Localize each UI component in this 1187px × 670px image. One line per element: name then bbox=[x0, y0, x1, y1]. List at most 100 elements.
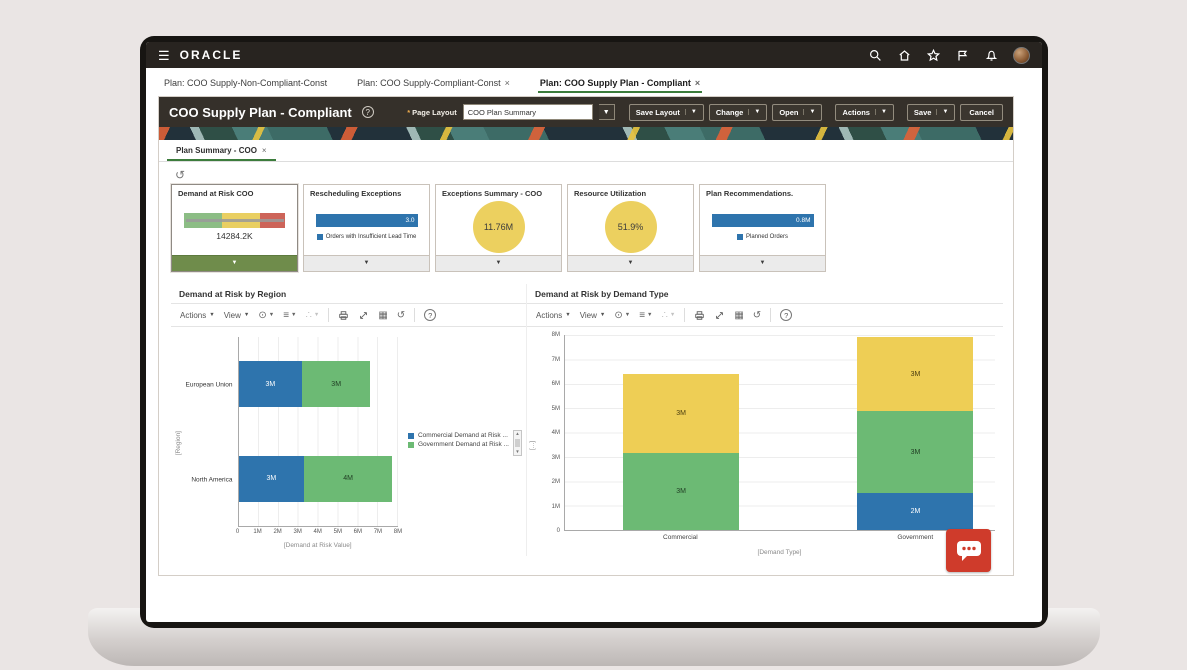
bar-segment[interactable]: 3M bbox=[238, 361, 303, 408]
chevron-down-icon[interactable]: ▼ bbox=[684, 109, 697, 115]
plan-summary-content: ↺ Demand at Risk COO 14284.2K ▼ bbox=[159, 162, 1013, 575]
plan-tabs-bar: Plan: COO Supply-Non-Compliant-Const Pla… bbox=[146, 68, 1042, 93]
favorites-star-icon[interactable] bbox=[926, 48, 940, 62]
tile-bar: 0.8M bbox=[711, 213, 814, 227]
view-menu[interactable]: View ▼ bbox=[579, 310, 606, 320]
bullet-chart bbox=[183, 212, 286, 228]
notifications-bell-icon[interactable] bbox=[984, 48, 998, 62]
bar-segment[interactable]: 3M bbox=[302, 361, 371, 408]
actions-button[interactable]: Actions ▼ bbox=[835, 103, 894, 121]
close-icon[interactable]: × bbox=[694, 78, 701, 88]
category-label: European Union bbox=[185, 381, 233, 388]
chevron-down-icon[interactable]: ▼ bbox=[803, 109, 815, 115]
change-button[interactable]: Change ▼ bbox=[708, 103, 768, 121]
demand-type-chart-panel: Demand at Risk by Demand Type Actions ▼ V… bbox=[527, 284, 1003, 556]
y-tick-label: 0 bbox=[556, 528, 560, 534]
legend-swatch bbox=[316, 233, 323, 240]
y-tick-label: 3M bbox=[551, 454, 560, 461]
legend-item[interactable]: Government Demand at Risk ... bbox=[407, 441, 509, 448]
tab-plan-non-compliant-const[interactable]: Plan: COO Supply-Non-Compliant-Const bbox=[162, 74, 329, 93]
tab-plan-compliant[interactable]: Plan: COO Supply Plan - Compliant × bbox=[537, 74, 703, 93]
user-avatar[interactable] bbox=[1013, 46, 1030, 64]
bar-format-icon[interactable]: ≡ ▼ bbox=[639, 309, 653, 321]
open-button[interactable]: Open ▼ bbox=[772, 103, 823, 121]
divider bbox=[328, 308, 330, 322]
tile-demand-at-risk-coo[interactable]: Demand at Risk COO 14284.2K ▼ bbox=[171, 184, 298, 272]
refresh-icon[interactable]: ↺ bbox=[752, 309, 762, 321]
tile-rescheduling-exceptions[interactable]: Rescheduling Exceptions 3.0 Orders with … bbox=[303, 184, 430, 272]
kpi-circle: 51.9% bbox=[604, 200, 657, 253]
oracle-logo: ORACLE bbox=[179, 48, 243, 62]
tile-expander[interactable]: ▼ bbox=[436, 255, 561, 271]
actions-menu[interactable]: Actions ▼ bbox=[536, 310, 571, 320]
refresh-icon[interactable]: ↺ bbox=[175, 168, 186, 182]
flag-icon[interactable] bbox=[955, 48, 969, 62]
bar-segment[interactable]: 2M bbox=[857, 493, 974, 530]
chart-legend: Commercial Demand at Risk ... Government … bbox=[407, 430, 522, 456]
bar-segment[interactable]: 3M bbox=[623, 374, 740, 454]
help-icon[interactable]: ? bbox=[361, 106, 374, 118]
bar-value: 3.0 bbox=[405, 216, 415, 224]
tab-label: Plan: COO Supply-Compliant-Const bbox=[357, 78, 501, 88]
tile-expander[interactable]: ▼ bbox=[568, 255, 693, 271]
print-icon[interactable] bbox=[338, 310, 349, 321]
tab-label: Plan: COO Supply-Non-Compliant-Const bbox=[164, 78, 328, 88]
chevron-down-icon[interactable]: ▼ bbox=[874, 109, 887, 115]
format-circle-icon[interactable]: ⊙ ▼ bbox=[614, 309, 631, 321]
actions-menu[interactable]: Actions ▼ bbox=[180, 310, 215, 320]
format-circle-icon[interactable]: ⊙ ▼ bbox=[258, 309, 275, 321]
bar-segment[interactable]: 3M bbox=[623, 453, 740, 530]
tile-exceptions-summary-coo[interactable]: Exceptions Summary - COO 11.76M ▼ bbox=[435, 184, 562, 272]
bar-segment[interactable]: 3M bbox=[238, 455, 305, 502]
x-tick-label: 7M bbox=[373, 529, 383, 535]
divider bbox=[827, 104, 830, 121]
x-tick-label: 8M bbox=[393, 529, 403, 535]
category-label: Commercial bbox=[663, 534, 698, 541]
chevron-down-icon[interactable]: ▼ bbox=[748, 109, 760, 115]
table-view-icon[interactable]: ▦ bbox=[734, 309, 744, 321]
bar-segment[interactable]: 3M bbox=[857, 337, 974, 411]
region-chart-plot: 3M 3M 3M 4M bbox=[237, 337, 398, 527]
close-icon[interactable]: × bbox=[261, 146, 267, 155]
page-layout-select[interactable]: COO Plan Summary bbox=[462, 104, 593, 120]
tile-expander[interactable]: ▼ bbox=[700, 255, 825, 271]
tile-expander[interactable]: ▼ bbox=[304, 255, 429, 271]
save-layout-button[interactable]: Save Layout ▼ bbox=[628, 103, 704, 121]
help-icon[interactable]: ? bbox=[424, 309, 437, 321]
page-layout-caret-button[interactable]: ▼ bbox=[598, 104, 615, 120]
chevron-down-icon[interactable]: ▼ bbox=[936, 109, 948, 115]
region-chart: [Region] European Union North America 3M 3… bbox=[171, 327, 526, 549]
cancel-button[interactable]: Cancel bbox=[960, 103, 1003, 121]
y-tick-label: 7M bbox=[551, 356, 560, 363]
refresh-icon[interactable]: ↺ bbox=[396, 309, 406, 321]
close-icon[interactable]: × bbox=[504, 78, 510, 88]
bar-segment[interactable]: 3M bbox=[857, 410, 974, 494]
tile-expander[interactable]: ▼ bbox=[172, 255, 297, 271]
home-icon[interactable] bbox=[897, 48, 911, 62]
global-header: ☰ ORACLE bbox=[146, 42, 1042, 68]
chat-button[interactable] bbox=[946, 529, 991, 572]
stacked-bar: 3M 3M bbox=[623, 335, 740, 530]
scatter-format-icon: ∴ ▼ bbox=[661, 309, 676, 321]
tab-plan-summary-coo[interactable]: Plan Summary - COO × bbox=[167, 141, 276, 161]
tile-plan-recommendations[interactable]: Plan Recommendations. 0.8M Planned Order… bbox=[699, 184, 826, 272]
maximize-icon[interactable] bbox=[358, 310, 369, 321]
table-view-icon[interactable]: ▦ bbox=[378, 309, 388, 321]
subtab-label: Plan Summary - COO bbox=[176, 146, 257, 155]
menu-icon[interactable]: ☰ bbox=[158, 47, 170, 63]
bar-segment[interactable]: 4M bbox=[304, 455, 392, 502]
help-icon[interactable]: ? bbox=[780, 309, 793, 321]
kpi-circle: 11.76M bbox=[472, 200, 525, 253]
tab-plan-compliant-const[interactable]: Plan: COO Supply-Compliant-Const × bbox=[355, 74, 512, 93]
bar-format-icon[interactable]: ≡ ▼ bbox=[283, 309, 297, 321]
search-icon[interactable] bbox=[868, 48, 882, 62]
maximize-icon[interactable] bbox=[714, 310, 725, 321]
divider bbox=[684, 308, 686, 322]
print-icon[interactable] bbox=[694, 310, 705, 321]
legend-scrollbar[interactable]: ▲ ▼ bbox=[513, 430, 522, 456]
y-axis-title: [...] bbox=[529, 440, 536, 451]
save-button[interactable]: Save ▼ bbox=[906, 103, 956, 121]
view-menu[interactable]: View ▼ bbox=[223, 310, 250, 320]
legend-item[interactable]: Commercial Demand at Risk ... bbox=[407, 432, 509, 439]
tile-resource-utilization[interactable]: Resource Utilization 51.9% ▼ bbox=[567, 184, 694, 272]
